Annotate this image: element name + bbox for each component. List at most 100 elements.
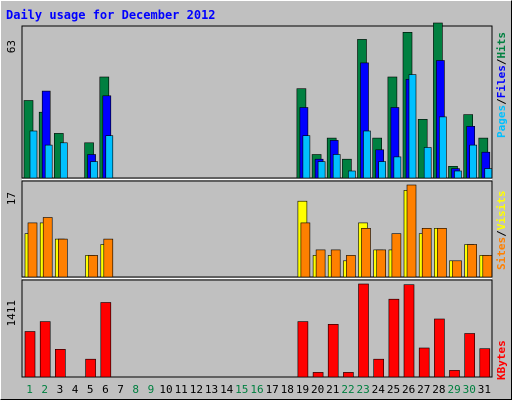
day-label-4: 4	[72, 383, 79, 396]
bar-sites-day-28	[437, 228, 447, 278]
bar-kbytes-day-24	[373, 358, 385, 378]
day-label-31: 31	[478, 383, 491, 396]
hits-files-pages-panel	[21, 22, 493, 179]
bar-pages-day-31	[484, 168, 493, 179]
bar-pages-day-23	[363, 130, 371, 179]
bar-kbytes-day-19	[297, 321, 309, 378]
day-label-7: 7	[117, 383, 124, 396]
bar-pages-day-29	[454, 170, 462, 179]
day-label-17: 17	[266, 383, 279, 396]
day-label-27: 27	[417, 383, 430, 396]
day-label-1: 1	[26, 383, 33, 396]
bar-kbytes-day-1	[24, 331, 36, 378]
day-label-24: 24	[372, 383, 386, 396]
day-label-5: 5	[87, 383, 94, 396]
bar-pages-day-5	[90, 161, 98, 179]
bar-sites-day-21	[330, 249, 341, 278]
day-label-16: 16	[250, 383, 263, 396]
day-label-2: 2	[41, 383, 48, 396]
bar-pages-day-25	[393, 156, 402, 179]
legend-kbytes: KBytes	[495, 340, 508, 380]
bar-kbytes-day-27	[418, 347, 430, 378]
legend-hits-files-pages: Pages/Files/Hits	[495, 32, 508, 138]
bar-sites-day-22	[346, 255, 356, 278]
legend-item-visits: Visits	[495, 191, 508, 231]
bar-sites-day-30	[467, 244, 478, 278]
day-label-19: 19	[296, 383, 309, 396]
bar-kbytes-day-30	[464, 333, 476, 378]
day-label-8: 8	[132, 383, 139, 396]
bar-pages-day-26	[408, 74, 417, 179]
day-label-20: 20	[311, 383, 324, 396]
bar-sites-day-6	[103, 238, 114, 278]
bar-pages-day-27	[423, 147, 432, 179]
bar-pages-day-30	[469, 144, 478, 179]
legend-separator: /	[495, 98, 508, 105]
bar-kbytes-day-22	[343, 372, 354, 378]
sites-visits-panel	[21, 180, 493, 278]
bar-sites-day-26	[406, 184, 417, 278]
day-label-13: 13	[205, 383, 218, 396]
legend-text: Pages/Files/Hits	[495, 32, 508, 138]
y-max-label-hits: 63	[5, 40, 18, 53]
y-max-label-kbytes: 1411	[5, 300, 18, 327]
legend-item-kbytes: KBytes	[495, 340, 508, 380]
day-label-6: 6	[102, 383, 109, 396]
bar-kbytes-day-25	[388, 298, 400, 378]
day-label-26: 26	[402, 383, 415, 396]
day-label-25: 25	[387, 383, 400, 396]
legend-item-files: Files	[495, 65, 508, 98]
day-label-12: 12	[190, 383, 203, 396]
bar-pages-day-2	[44, 144, 53, 179]
bar-pages-day-24	[378, 161, 387, 179]
day-label-22: 22	[341, 383, 354, 396]
bar-kbytes-day-29	[449, 370, 460, 378]
bar-kbytes-day-26	[403, 284, 415, 378]
bar-pages-day-19	[302, 135, 311, 179]
legend-item-hits: Hits	[495, 32, 508, 59]
bar-sites-day-2	[42, 217, 53, 278]
bar-sites-day-1	[27, 222, 38, 278]
bar-sites-day-5	[88, 255, 98, 278]
legend-separator: /	[495, 58, 508, 65]
legend-sites-visits: Sites/Visits	[495, 191, 508, 271]
bar-sites-day-19	[300, 222, 311, 278]
bar-kbytes-day-2	[39, 321, 51, 378]
bar-pages-day-6	[105, 135, 114, 179]
bar-pages-day-3	[59, 142, 68, 179]
bar-kbytes-day-31	[479, 348, 491, 378]
bar-kbytes-day-23	[358, 283, 369, 378]
bar-kbytes-day-6	[100, 302, 112, 378]
kbytes-panel	[21, 279, 493, 378]
bar-kbytes-day-3	[54, 348, 66, 378]
bar-sites-day-23	[361, 228, 371, 278]
bar-sites-day-31	[482, 255, 493, 278]
day-label-3: 3	[57, 383, 64, 396]
legend-text: KBytes	[495, 340, 508, 380]
day-label-18: 18	[281, 383, 294, 396]
bar-kbytes-day-5	[85, 358, 96, 378]
bar-pages-day-21	[332, 154, 341, 179]
legend-separator: /	[495, 230, 508, 237]
x-axis-day-labels: 1 2 3 4 5 6 7 8 9 10 11 12 13 14 15 16 17 18 19 20 21 22 23 24 2…	[26, 383, 491, 396]
day-label-21: 21	[326, 383, 339, 396]
bar-sites-day-29	[452, 260, 462, 278]
bar-sites-day-3	[57, 238, 68, 278]
bar-kbytes-day-28	[434, 318, 445, 378]
bar-pages-day-20	[317, 161, 326, 179]
day-label-29: 29	[447, 383, 460, 396]
y-max-label-sites: 17	[5, 192, 18, 205]
day-label-30: 30	[463, 383, 476, 396]
day-label-23: 23	[356, 383, 369, 396]
bar-pages-day-28	[439, 116, 447, 179]
bar-kbytes-day-20	[312, 372, 324, 378]
legend-item-sites: Sites	[495, 237, 508, 270]
bar-pages-day-22	[348, 170, 356, 179]
bar-kbytes-day-21	[327, 323, 339, 378]
day-label-28: 28	[432, 383, 445, 396]
bar-sites-day-20	[315, 249, 326, 278]
bar-sites-day-24	[376, 249, 387, 278]
day-label-15: 15	[235, 383, 248, 396]
bar-hits-day-22	[342, 158, 352, 179]
